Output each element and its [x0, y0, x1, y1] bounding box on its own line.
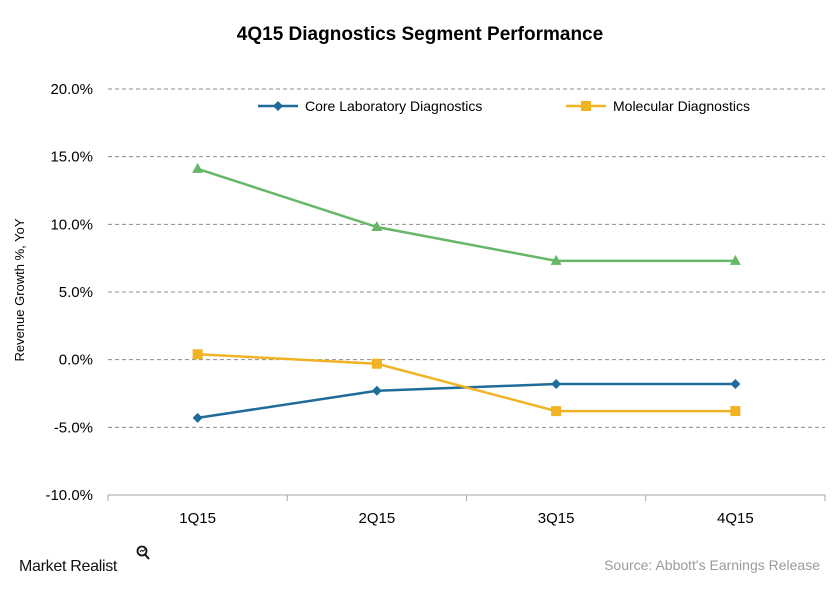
y-tick-label: 5.0% [59, 284, 93, 301]
magnifier-icon [136, 545, 150, 560]
data-point-triangle [192, 162, 204, 173]
data-point-diamond [371, 385, 382, 396]
series-molecular-diagnostics [192, 349, 741, 417]
y-tick-label: 0.0% [59, 352, 93, 369]
series-line [197, 167, 736, 263]
x-tick-label: 2Q15 [359, 510, 396, 527]
x-tick-label: 1Q15 [179, 510, 216, 527]
y-tick-label: -10.0% [45, 487, 93, 504]
series-line [197, 382, 736, 420]
data-point-square [581, 101, 591, 111]
series-group [192, 162, 741, 423]
source-note: Source: Abbott's Earnings Release [604, 557, 820, 573]
gridlines [108, 88, 825, 428]
x-axis: 1Q15 2Q15 3Q15 4Q15 [107, 494, 826, 527]
brand-name: Market Realist [19, 558, 118, 575]
legend-item: Core Laboratory Diagnostics [258, 98, 482, 114]
data-point-square [371, 358, 382, 369]
data-point-triangle [550, 254, 562, 265]
data-point-triangle [729, 254, 741, 265]
series-line [197, 353, 736, 413]
data-point-triangle [371, 221, 383, 232]
data-point-diamond [273, 101, 283, 111]
series-triangle-line [192, 162, 741, 265]
y-tick-label: 20.0% [50, 81, 93, 98]
legend-label: Core Laboratory Diagnostics [305, 98, 482, 114]
data-point-diamond [730, 379, 741, 390]
y-axis-label: Revenue Growth %, YoY [12, 218, 27, 361]
y-axis-ticks: -10.0% -5.0% 0.0% 5.0% 10.0% 15.0% 20.0% [45, 81, 93, 504]
legend-item: Molecular Diagnostics [566, 98, 750, 114]
legend-label: Molecular Diagnostics [613, 98, 750, 114]
brand-logo: Market Realist [19, 545, 150, 575]
data-point-diamond [192, 412, 203, 423]
y-tick-label: -5.0% [54, 419, 93, 436]
data-point-square [730, 406, 741, 417]
x-tick-label: 4Q15 [717, 510, 754, 527]
chart-title: 4Q15 Diagnostics Segment Performance [237, 24, 603, 45]
data-point-square [192, 349, 203, 360]
x-tick-label: 3Q15 [538, 510, 575, 527]
y-tick-label: 10.0% [50, 216, 93, 233]
data-point-square [551, 406, 562, 417]
y-tick-label: 15.0% [50, 149, 93, 166]
series-core-laboratory-diagnostics [192, 379, 741, 423]
legend: Core Laboratory Diagnostics Molecular Dia… [258, 98, 750, 114]
data-point-diamond [551, 379, 562, 390]
